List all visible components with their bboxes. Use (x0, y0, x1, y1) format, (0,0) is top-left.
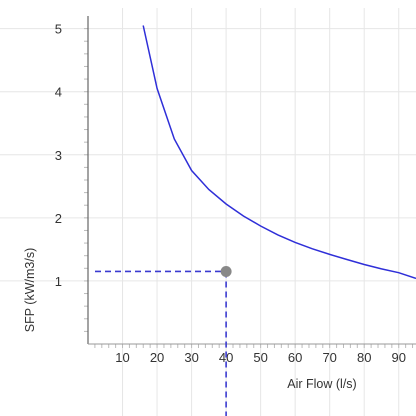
minor-ticks (84, 28, 414, 348)
x-tick-label: 80 (357, 350, 371, 365)
x-tick-label: 20 (150, 350, 164, 365)
y-tick-label: 5 (55, 22, 62, 37)
plot-area (95, 25, 416, 416)
grid (0, 8, 416, 416)
y-tick-labels: 1 2 3 4 5 (55, 22, 62, 289)
operating-point-marker (220, 265, 232, 277)
x-tick-label: 60 (288, 350, 302, 365)
x-axis-title: Air Flow (l/s) (287, 377, 356, 391)
y-axis-title: SFP (kW/m3/s) (23, 248, 37, 333)
sfp-curve (142, 25, 416, 280)
x-tick-labels: 10 20 30 40 50 60 70 80 90 (115, 350, 406, 365)
y-tick-label: 1 (55, 274, 62, 289)
x-tick-label: 30 (184, 350, 198, 365)
y-tick-label: 3 (55, 148, 62, 163)
x-tick-label: 50 (253, 350, 267, 365)
y-tick-label: 4 (55, 85, 62, 100)
x-tick-label: 90 (392, 350, 406, 365)
y-tick-label: 2 (55, 211, 62, 226)
x-tick-label: 70 (322, 350, 336, 365)
x-tick-label: 10 (115, 350, 129, 365)
x-tick-label: 40 (219, 350, 233, 365)
